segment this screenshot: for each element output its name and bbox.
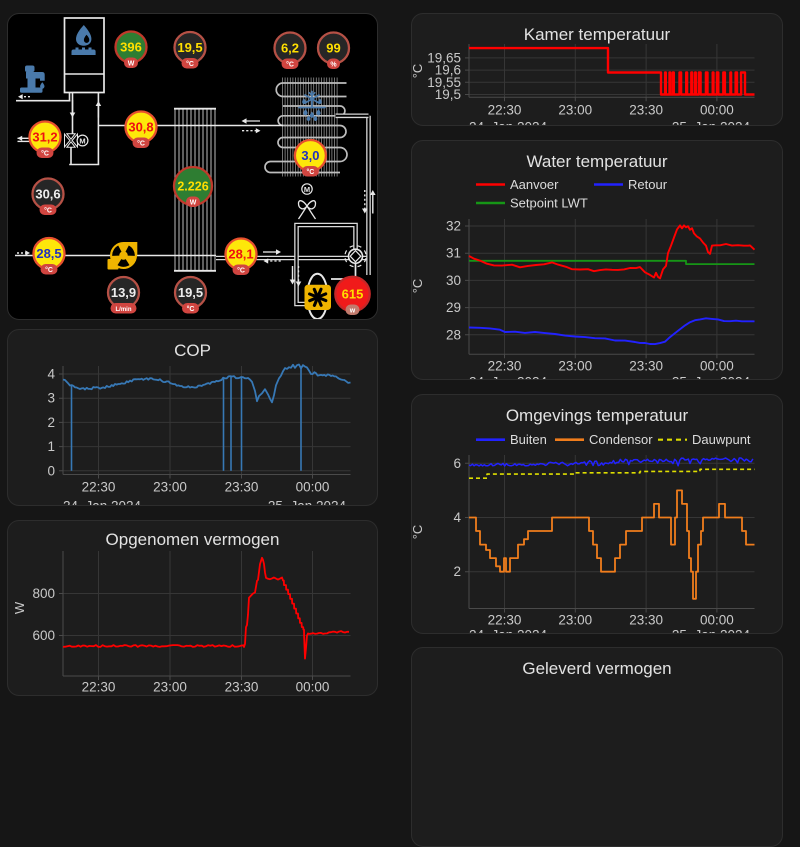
svg-text:Retour: Retour: [628, 177, 668, 192]
svg-text:°C: °C: [411, 64, 425, 79]
svg-text:°C: °C: [186, 60, 194, 68]
svg-text:3: 3: [47, 391, 55, 406]
svg-text:19,5: 19,5: [435, 87, 461, 102]
svg-text:°C: °C: [137, 139, 145, 147]
svg-text:25. Jan 2024: 25. Jan 2024: [672, 375, 751, 381]
svg-text:23:00: 23:00: [558, 359, 592, 374]
svg-text:22:30: 22:30: [488, 103, 522, 118]
svg-text:°C: °C: [44, 206, 52, 214]
svg-text:19,55: 19,55: [427, 75, 461, 90]
svg-text:00:00: 00:00: [700, 103, 734, 118]
svg-text:%: %: [330, 61, 337, 68]
svg-text:23:30: 23:30: [629, 103, 663, 118]
svg-text:31: 31: [446, 246, 461, 261]
svg-text:22:30: 22:30: [488, 613, 522, 628]
svg-text:24. Jan 2024: 24. Jan 2024: [469, 120, 548, 127]
svg-text:19,5: 19,5: [178, 285, 203, 300]
svg-text:19,6: 19,6: [435, 63, 461, 78]
svg-text:24. Jan 2024: 24. Jan 2024: [469, 628, 548, 635]
svg-text:600: 600: [32, 628, 55, 643]
svg-text:°C: °C: [411, 525, 425, 540]
svg-text:30,6: 30,6: [35, 187, 60, 202]
svg-text:29: 29: [446, 300, 461, 315]
svg-text:19,65: 19,65: [427, 50, 461, 65]
svg-text:4: 4: [47, 367, 55, 382]
svg-text:Omgevings temperatuur: Omgevings temperatuur: [506, 406, 689, 425]
svg-text:19,5: 19,5: [177, 40, 202, 55]
svg-text:Buiten: Buiten: [510, 432, 547, 447]
svg-text:23:30: 23:30: [629, 359, 663, 374]
svg-text:Kamer temperatuur: Kamer temperatuur: [524, 25, 671, 44]
svg-text:°C: °C: [286, 60, 294, 68]
svg-text:23:30: 23:30: [225, 680, 259, 695]
svg-text:25. Jan 2024: 25. Jan 2024: [672, 628, 751, 635]
svg-text:Dauwpunt: Dauwpunt: [692, 432, 751, 447]
svg-text:23:00: 23:00: [153, 680, 187, 695]
svg-text:615: 615: [342, 287, 364, 302]
svg-text:31,2: 31,2: [32, 130, 57, 145]
svg-text:6: 6: [453, 456, 461, 471]
svg-text:Geleverd vermogen: Geleverd vermogen: [522, 659, 671, 678]
svg-text:Opgenomen vermogen: Opgenomen vermogen: [106, 530, 280, 549]
svg-text:24. Jan 2024: 24. Jan 2024: [469, 375, 548, 381]
svg-text:Water temperatuur: Water temperatuur: [526, 152, 667, 171]
svg-text:800: 800: [32, 586, 55, 601]
svg-text:25. Jan 2024: 25. Jan 2024: [672, 120, 751, 127]
svg-text:°C: °C: [187, 305, 195, 313]
svg-text:°C: °C: [45, 266, 53, 274]
svg-text:6,2: 6,2: [281, 41, 299, 56]
svg-text:W: W: [12, 601, 27, 614]
svg-text:2: 2: [47, 415, 55, 430]
svg-text:COP: COP: [174, 341, 211, 360]
svg-text:W: W: [190, 199, 197, 206]
svg-text:23:00: 23:00: [153, 480, 187, 495]
svg-text:22:30: 22:30: [82, 680, 116, 695]
svg-text:99: 99: [326, 41, 340, 56]
svg-text:4: 4: [453, 510, 461, 525]
svg-text:13,9: 13,9: [111, 285, 136, 300]
svg-text:30: 30: [446, 273, 461, 288]
svg-text:23:30: 23:30: [225, 480, 259, 495]
svg-text:30,8: 30,8: [128, 120, 153, 135]
svg-text:°C: °C: [41, 149, 49, 157]
svg-text:°C: °C: [237, 266, 245, 274]
svg-text:W: W: [128, 60, 135, 67]
svg-text:3,0: 3,0: [301, 148, 319, 163]
svg-text:2: 2: [453, 564, 461, 579]
svg-text:396: 396: [120, 40, 142, 55]
svg-text:32: 32: [446, 219, 461, 234]
svg-text:28,5: 28,5: [36, 246, 61, 261]
svg-text:25. Jan 2024: 25. Jan 2024: [268, 499, 347, 507]
svg-text:M: M: [304, 185, 310, 194]
svg-text:°C: °C: [306, 168, 314, 176]
svg-text:22:30: 22:30: [488, 359, 522, 374]
svg-text:L/min: L/min: [116, 307, 132, 313]
svg-text:23:00: 23:00: [558, 103, 592, 118]
svg-text:00:00: 00:00: [700, 359, 734, 374]
svg-text:00:00: 00:00: [700, 613, 734, 628]
svg-text:Aanvoer: Aanvoer: [510, 177, 559, 192]
svg-text:00:00: 00:00: [296, 480, 330, 495]
svg-text:24. Jan 2024: 24. Jan 2024: [63, 499, 142, 507]
svg-text:w: w: [349, 307, 356, 314]
svg-text:28,1: 28,1: [228, 247, 253, 262]
svg-text:°C: °C: [411, 279, 425, 294]
svg-text:28: 28: [446, 327, 461, 342]
svg-text:Condensor: Condensor: [589, 432, 653, 447]
svg-text:23:00: 23:00: [558, 613, 592, 628]
svg-text:1: 1: [47, 439, 55, 454]
svg-text:2.226: 2.226: [177, 180, 208, 194]
svg-text:M: M: [79, 136, 85, 145]
svg-text:Setpoint LWT: Setpoint LWT: [510, 196, 588, 211]
svg-text:0: 0: [47, 463, 55, 478]
svg-text:22:30: 22:30: [82, 480, 116, 495]
svg-text:00:00: 00:00: [296, 680, 330, 695]
svg-text:23:30: 23:30: [629, 613, 663, 628]
